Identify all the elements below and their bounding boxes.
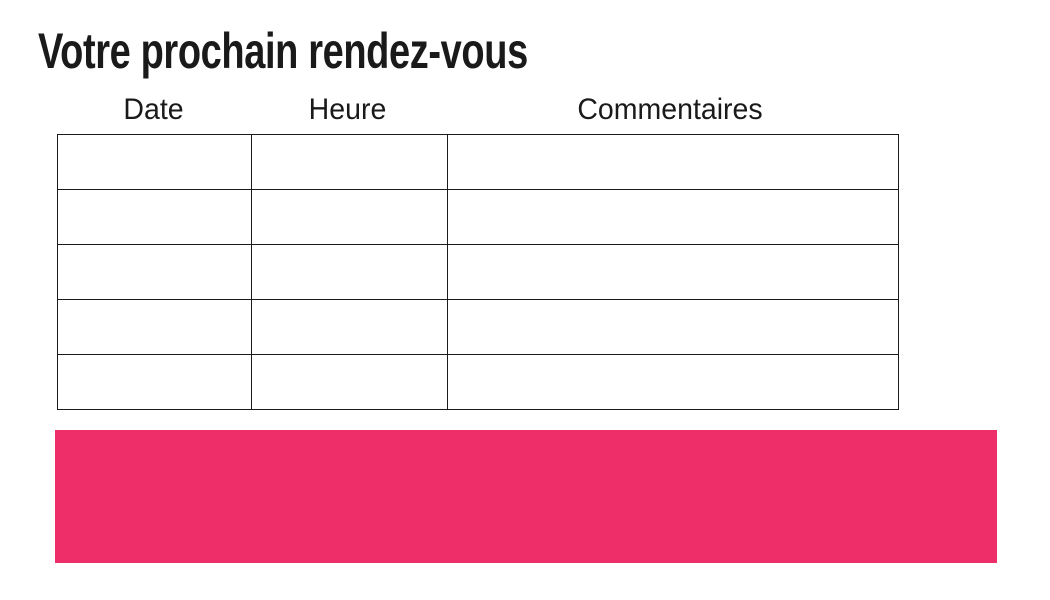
table-cell bbox=[57, 354, 252, 410]
table-cell bbox=[447, 189, 899, 245]
table-cell bbox=[57, 189, 252, 245]
table-cell bbox=[447, 244, 899, 300]
table-cell bbox=[251, 189, 448, 245]
table-row bbox=[57, 244, 899, 300]
column-header-heure: Heure bbox=[308, 93, 387, 126]
appointments-table bbox=[57, 134, 899, 410]
table-cell bbox=[251, 244, 448, 300]
table-row bbox=[57, 189, 899, 245]
table-cell bbox=[251, 134, 448, 190]
table-cell bbox=[57, 299, 252, 355]
table-row bbox=[57, 134, 899, 190]
table-cell bbox=[447, 354, 899, 410]
column-header-commentaires: Commentaires bbox=[577, 93, 763, 126]
page-title: Votre prochain rendez-vous bbox=[38, 23, 528, 79]
column-header-date: Date bbox=[123, 93, 184, 126]
table-header-row: Date Heure Commentaires bbox=[57, 93, 895, 127]
table-row bbox=[57, 299, 899, 355]
table-cell bbox=[447, 134, 899, 190]
table-cell bbox=[447, 299, 899, 355]
pink-banner bbox=[55, 430, 997, 563]
table-cell bbox=[57, 244, 252, 300]
table-row bbox=[57, 354, 899, 410]
table-cell bbox=[57, 134, 252, 190]
table-cell bbox=[251, 354, 448, 410]
table-cell bbox=[251, 299, 448, 355]
appointments-table-body bbox=[57, 134, 899, 410]
